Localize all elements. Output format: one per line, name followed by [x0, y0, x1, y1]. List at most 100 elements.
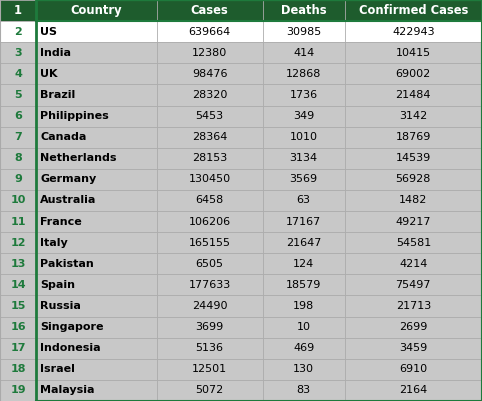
Bar — [263, 338, 345, 359]
Bar — [345, 211, 482, 232]
Bar — [157, 359, 263, 380]
Text: Deaths: Deaths — [281, 4, 326, 17]
Bar — [36, 0, 157, 21]
Bar — [36, 274, 157, 296]
Bar — [0, 274, 36, 296]
Bar — [157, 0, 263, 21]
Bar — [345, 296, 482, 316]
Bar — [263, 232, 345, 253]
Bar — [0, 105, 36, 127]
Text: 11: 11 — [10, 217, 26, 227]
Bar — [0, 42, 36, 63]
Bar — [36, 148, 157, 169]
Bar — [345, 253, 482, 274]
Bar — [36, 127, 157, 148]
Text: 3: 3 — [14, 48, 22, 58]
Bar — [157, 169, 263, 190]
Text: 124: 124 — [293, 259, 314, 269]
Bar — [0, 211, 36, 232]
Text: Netherlands: Netherlands — [40, 153, 117, 163]
Bar — [263, 296, 345, 316]
Bar — [263, 169, 345, 190]
Bar — [157, 211, 263, 232]
Bar — [263, 359, 345, 380]
Bar — [36, 21, 157, 42]
Text: 69002: 69002 — [396, 69, 431, 79]
Text: 15: 15 — [11, 301, 26, 311]
Bar — [345, 105, 482, 127]
Text: 98476: 98476 — [192, 69, 228, 79]
Text: 28320: 28320 — [192, 90, 228, 100]
Bar — [0, 359, 36, 380]
Text: India: India — [40, 48, 71, 58]
Text: 83: 83 — [296, 385, 311, 395]
Bar — [36, 42, 157, 63]
Text: Canada: Canada — [40, 132, 86, 142]
Bar — [345, 85, 482, 105]
Bar — [345, 338, 482, 359]
Bar — [36, 169, 157, 190]
Bar — [263, 380, 345, 401]
Text: 1010: 1010 — [290, 132, 318, 142]
Text: 2: 2 — [14, 26, 22, 36]
Bar — [157, 21, 263, 42]
Bar — [0, 85, 36, 105]
Bar — [36, 253, 157, 274]
Text: 75497: 75497 — [396, 280, 431, 290]
Text: 2699: 2699 — [399, 322, 428, 332]
Bar — [345, 359, 482, 380]
Bar — [0, 148, 36, 169]
Text: 5136: 5136 — [196, 343, 224, 353]
Bar — [36, 316, 157, 338]
Text: France: France — [40, 217, 82, 227]
Text: 3569: 3569 — [290, 174, 318, 184]
Text: 54581: 54581 — [396, 238, 431, 248]
Text: 6910: 6910 — [399, 365, 428, 375]
Text: 130450: 130450 — [188, 174, 231, 184]
Text: 30985: 30985 — [286, 26, 321, 36]
Text: 63: 63 — [296, 196, 311, 205]
Text: 6505: 6505 — [196, 259, 224, 269]
Bar — [0, 253, 36, 274]
Text: 21484: 21484 — [396, 90, 431, 100]
Bar — [345, 190, 482, 211]
Text: 165155: 165155 — [188, 238, 231, 248]
Bar — [0, 190, 36, 211]
Bar — [157, 380, 263, 401]
Bar — [157, 85, 263, 105]
Text: Malaysia: Malaysia — [40, 385, 94, 395]
Bar — [263, 211, 345, 232]
Bar — [0, 380, 36, 401]
Bar — [36, 190, 157, 211]
Text: 21713: 21713 — [396, 301, 431, 311]
Bar — [345, 21, 482, 42]
Text: 28153: 28153 — [192, 153, 228, 163]
Bar — [345, 232, 482, 253]
Bar — [36, 338, 157, 359]
Bar — [157, 274, 263, 296]
Bar — [263, 127, 345, 148]
Bar — [36, 105, 157, 127]
Text: 3699: 3699 — [196, 322, 224, 332]
Text: 8: 8 — [14, 153, 22, 163]
Text: Brazil: Brazil — [40, 90, 75, 100]
Text: 9: 9 — [14, 174, 22, 184]
Bar — [263, 148, 345, 169]
Text: Singapore: Singapore — [40, 322, 104, 332]
Text: 12868: 12868 — [286, 69, 321, 79]
Text: 2164: 2164 — [399, 385, 428, 395]
Text: 12501: 12501 — [192, 365, 227, 375]
Bar — [36, 211, 157, 232]
Text: 3142: 3142 — [399, 111, 428, 121]
Bar — [263, 105, 345, 127]
Text: 24490: 24490 — [192, 301, 228, 311]
Text: 5453: 5453 — [196, 111, 224, 121]
Text: 349: 349 — [293, 111, 314, 121]
Bar — [345, 380, 482, 401]
Bar — [0, 21, 36, 42]
Text: 6: 6 — [14, 111, 22, 121]
Bar — [157, 316, 263, 338]
Text: Russia: Russia — [40, 301, 81, 311]
Bar — [157, 105, 263, 127]
Text: 14: 14 — [10, 280, 26, 290]
